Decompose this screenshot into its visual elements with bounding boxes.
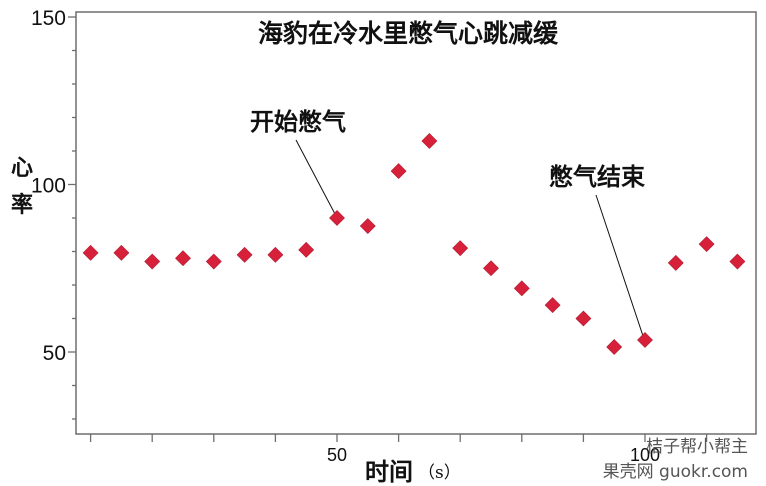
data-point-marker xyxy=(359,218,376,234)
plot-frame xyxy=(75,11,757,435)
x-tick-label: 100 xyxy=(630,445,660,465)
data-point-marker xyxy=(267,246,284,263)
annotation-label: 开始憋气 xyxy=(250,107,346,136)
annotation-leader-line xyxy=(295,139,336,215)
data-point-marker xyxy=(637,332,653,348)
data-point-marker xyxy=(729,253,746,270)
data-point-marker xyxy=(513,280,530,297)
data-point-marker xyxy=(698,236,715,253)
watermark-author: 桔子帮小帮主 xyxy=(646,437,748,457)
data-point-marker xyxy=(298,241,315,258)
annotation-leader-line xyxy=(595,194,644,337)
x-axis-label: 时间 xyxy=(365,457,413,486)
data-point-marker xyxy=(113,244,130,261)
data-point-marker xyxy=(667,254,684,271)
data-point-marker xyxy=(483,260,499,277)
y-axis-label-char-2: 率 xyxy=(11,192,33,218)
data-point-marker xyxy=(205,253,222,270)
x-axis-ticks xyxy=(89,434,708,442)
data-point-marker xyxy=(421,133,438,149)
data-points xyxy=(82,133,746,355)
data-point-marker xyxy=(82,244,99,261)
y-axis-label-char-1: 心 xyxy=(11,155,33,181)
data-point-marker xyxy=(144,253,161,270)
data-point-marker xyxy=(606,339,623,355)
data-point-marker xyxy=(390,163,407,180)
y-axis-ticks xyxy=(68,16,76,420)
data-point-marker xyxy=(544,297,561,314)
data-point-marker xyxy=(452,240,469,257)
data-point-marker xyxy=(175,250,191,267)
chart-title: 海豹在冷水里憋气心跳减缓 xyxy=(258,19,559,48)
data-point-marker xyxy=(575,310,592,327)
data-point-marker xyxy=(236,246,253,263)
y-tick-label: 150 xyxy=(31,7,66,30)
annotation-label: 憋气结束 xyxy=(549,162,646,191)
y-tick-label: 50 xyxy=(43,342,66,365)
x-tick-label: 50 xyxy=(327,445,347,465)
y-tick-label: 100 xyxy=(31,175,66,198)
x-axis-unit: （s） xyxy=(418,463,461,483)
x-axis-tick-labels: 50 100 xyxy=(327,445,660,465)
data-point-marker xyxy=(329,210,345,226)
watermark-site: 果壳网 guokr.com xyxy=(602,462,748,482)
y-axis-tick-labels: 50 100 150 xyxy=(31,7,66,365)
